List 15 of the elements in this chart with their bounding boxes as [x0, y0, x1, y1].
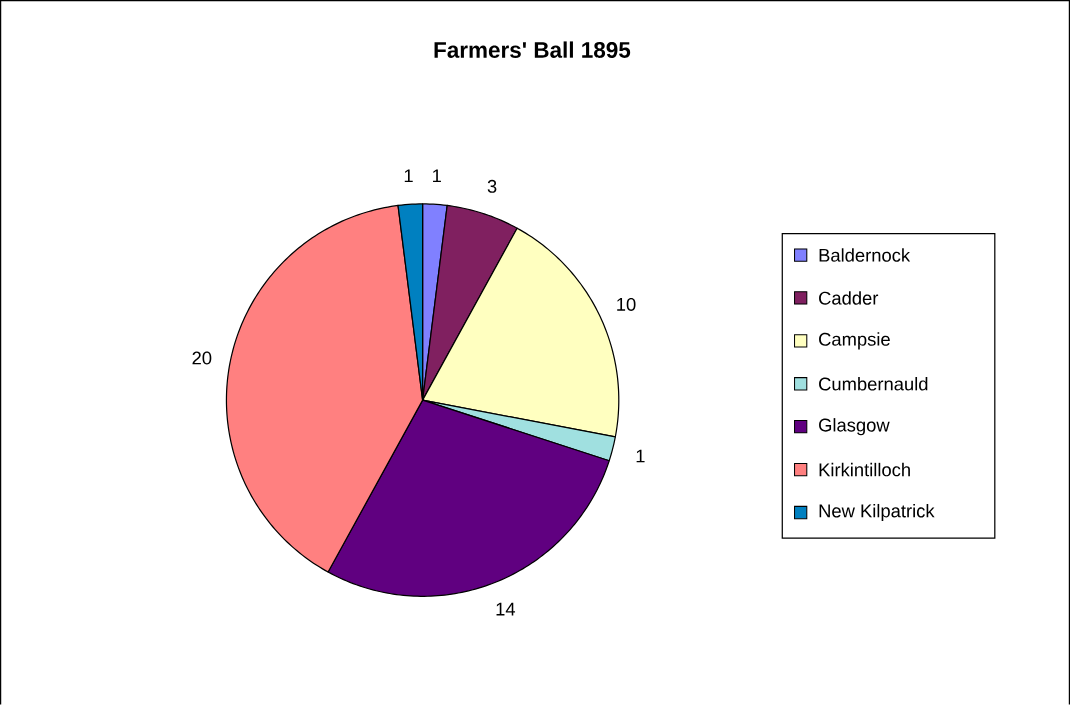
data-label: 1	[404, 169, 413, 182]
data-label: 1	[636, 449, 645, 463]
data-label: 10	[617, 297, 636, 311]
data-label: 20	[192, 351, 212, 365]
data-label: 3	[487, 179, 497, 193]
chart-title: Farmers' Ball 1895	[434, 41, 631, 58]
legend-label: Baldernock	[819, 248, 911, 262]
legend-label: Kirkintilloch	[819, 462, 910, 477]
legend-label: Campsie	[819, 332, 890, 350]
legend-label: Cadder	[819, 291, 879, 305]
legend-label: Glasgow	[819, 418, 890, 436]
data-label: 1	[433, 169, 441, 182]
legend-label: Cumbernauld	[819, 376, 928, 391]
legend-label: New Kilpatrick	[819, 503, 935, 521]
data-label: 14	[496, 602, 516, 616]
